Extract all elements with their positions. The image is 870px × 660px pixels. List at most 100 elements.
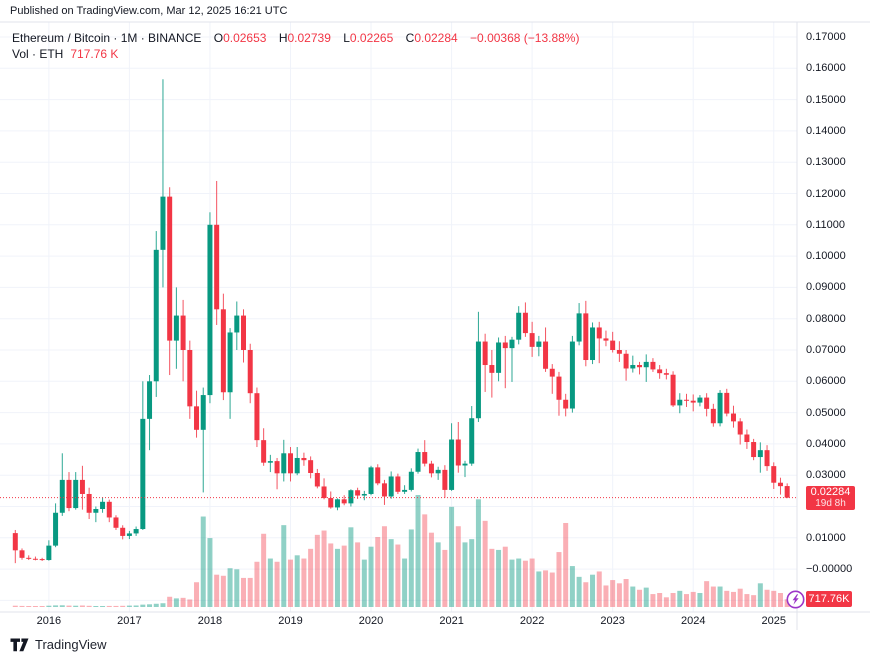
- candle-body: [408, 471, 414, 490]
- candle-body: [670, 374, 676, 406]
- volume-bar: [422, 514, 428, 607]
- volume-bar: [267, 558, 273, 607]
- volume-bar: [106, 605, 112, 607]
- candle-body: [274, 461, 280, 474]
- candle-body: [596, 327, 602, 339]
- candle-wick: [692, 394, 694, 412]
- candle-body: [395, 476, 401, 492]
- volume-bar: [744, 594, 750, 607]
- volume-bar: [214, 574, 220, 607]
- candle-body: [697, 397, 703, 403]
- volume-bar: [563, 522, 569, 607]
- candle-body: [328, 498, 334, 508]
- brand-text[interactable]: TradingView: [35, 637, 107, 652]
- published-bar: Published on TradingView.com, Mar 12, 20…: [0, 0, 870, 22]
- volume-bar: [348, 527, 354, 607]
- candle-body: [449, 439, 455, 490]
- legend: Ethereum / Bitcoin · 1M · BINANCE O0.026…: [12, 30, 579, 62]
- footer: TradingView: [10, 637, 107, 652]
- volume-bar: [536, 571, 542, 607]
- boost-button[interactable]: [786, 590, 805, 609]
- volume-bar: [126, 605, 132, 607]
- candle-body: [294, 457, 300, 474]
- candle-body: [368, 467, 374, 494]
- candle-wick: [511, 336, 513, 382]
- candle-body: [308, 460, 314, 474]
- high-label: H: [278, 31, 288, 45]
- time-axis-label: 2017: [117, 615, 142, 627]
- candle-body: [86, 493, 92, 513]
- volume-bar: [408, 529, 414, 607]
- candle-body: [153, 249, 159, 382]
- candle-wick: [269, 454, 271, 473]
- candle-body: [563, 399, 569, 409]
- candle-wick: [504, 335, 506, 389]
- time-axis-label: 2019: [278, 615, 303, 627]
- candle-body: [53, 512, 59, 546]
- volume-bar: [308, 548, 314, 607]
- volume-bar: [590, 574, 596, 607]
- candle-body: [663, 373, 669, 375]
- candle-body: [341, 499, 347, 504]
- candle-body: [207, 224, 213, 396]
- volume-bar: [610, 580, 616, 607]
- volume-bar: [449, 506, 455, 607]
- candle-body: [194, 406, 200, 430]
- price-axis-label: 0.05000: [806, 406, 846, 419]
- candle-body: [147, 381, 153, 419]
- volume-bar: [516, 558, 522, 607]
- volume-bar: [234, 569, 240, 607]
- volume-bar: [522, 560, 528, 607]
- volume-bar: [254, 561, 260, 607]
- candle-body: [12, 533, 18, 551]
- volume-bar: [160, 603, 166, 607]
- symbol-title: Ethereum / Bitcoin · 1M · BINANCE: [12, 31, 202, 45]
- volume-bar: [643, 587, 649, 607]
- candle-wick: [276, 457, 278, 490]
- volume-bar: [381, 526, 387, 607]
- candle-body: [516, 312, 522, 340]
- candle-body: [381, 483, 387, 497]
- candle-body: [93, 509, 99, 513]
- volume-bar: [53, 605, 59, 607]
- tradingview-logo-icon[interactable]: [10, 638, 29, 652]
- volume-bar: [241, 577, 247, 607]
- volume-bar: [46, 605, 52, 607]
- price-axis-label: 0.12000: [806, 187, 846, 200]
- volume-bar: [32, 606, 38, 607]
- volume-bar: [247, 577, 253, 607]
- candle-body: [616, 350, 622, 354]
- price-axis-label: 0.13000: [806, 156, 846, 169]
- volume-bar: [616, 583, 622, 607]
- candle-body: [234, 315, 240, 333]
- candle-body: [73, 479, 79, 509]
- candle-body: [496, 342, 502, 373]
- candle-body: [301, 457, 307, 461]
- candle-wick: [491, 350, 493, 398]
- volume-bar: [388, 539, 394, 607]
- time-axis-label: 2022: [519, 615, 545, 627]
- candle-body: [623, 353, 629, 369]
- candle-body: [241, 315, 247, 350]
- candle-body: [610, 340, 616, 350]
- high-value: 0.02739: [287, 31, 331, 45]
- last-volume-badge: 717.76K: [806, 591, 852, 607]
- candle-wick: [759, 442, 761, 473]
- volume-bar: [341, 545, 347, 607]
- volume-bar: [543, 570, 549, 607]
- volume-bar: [663, 597, 669, 607]
- price-axis-label: 0.11000: [806, 218, 845, 231]
- candle-body: [281, 453, 287, 474]
- candle-body: [375, 467, 381, 484]
- volume-bar: [113, 605, 119, 607]
- candle-body: [637, 365, 643, 368]
- time-axis-label: 2018: [197, 615, 223, 627]
- volume-bar: [704, 581, 710, 607]
- candle-body: [388, 476, 394, 497]
- candle-body: [529, 333, 535, 347]
- volume-bar: [93, 606, 99, 607]
- volume-bar: [12, 605, 18, 607]
- candle-body: [126, 533, 132, 536]
